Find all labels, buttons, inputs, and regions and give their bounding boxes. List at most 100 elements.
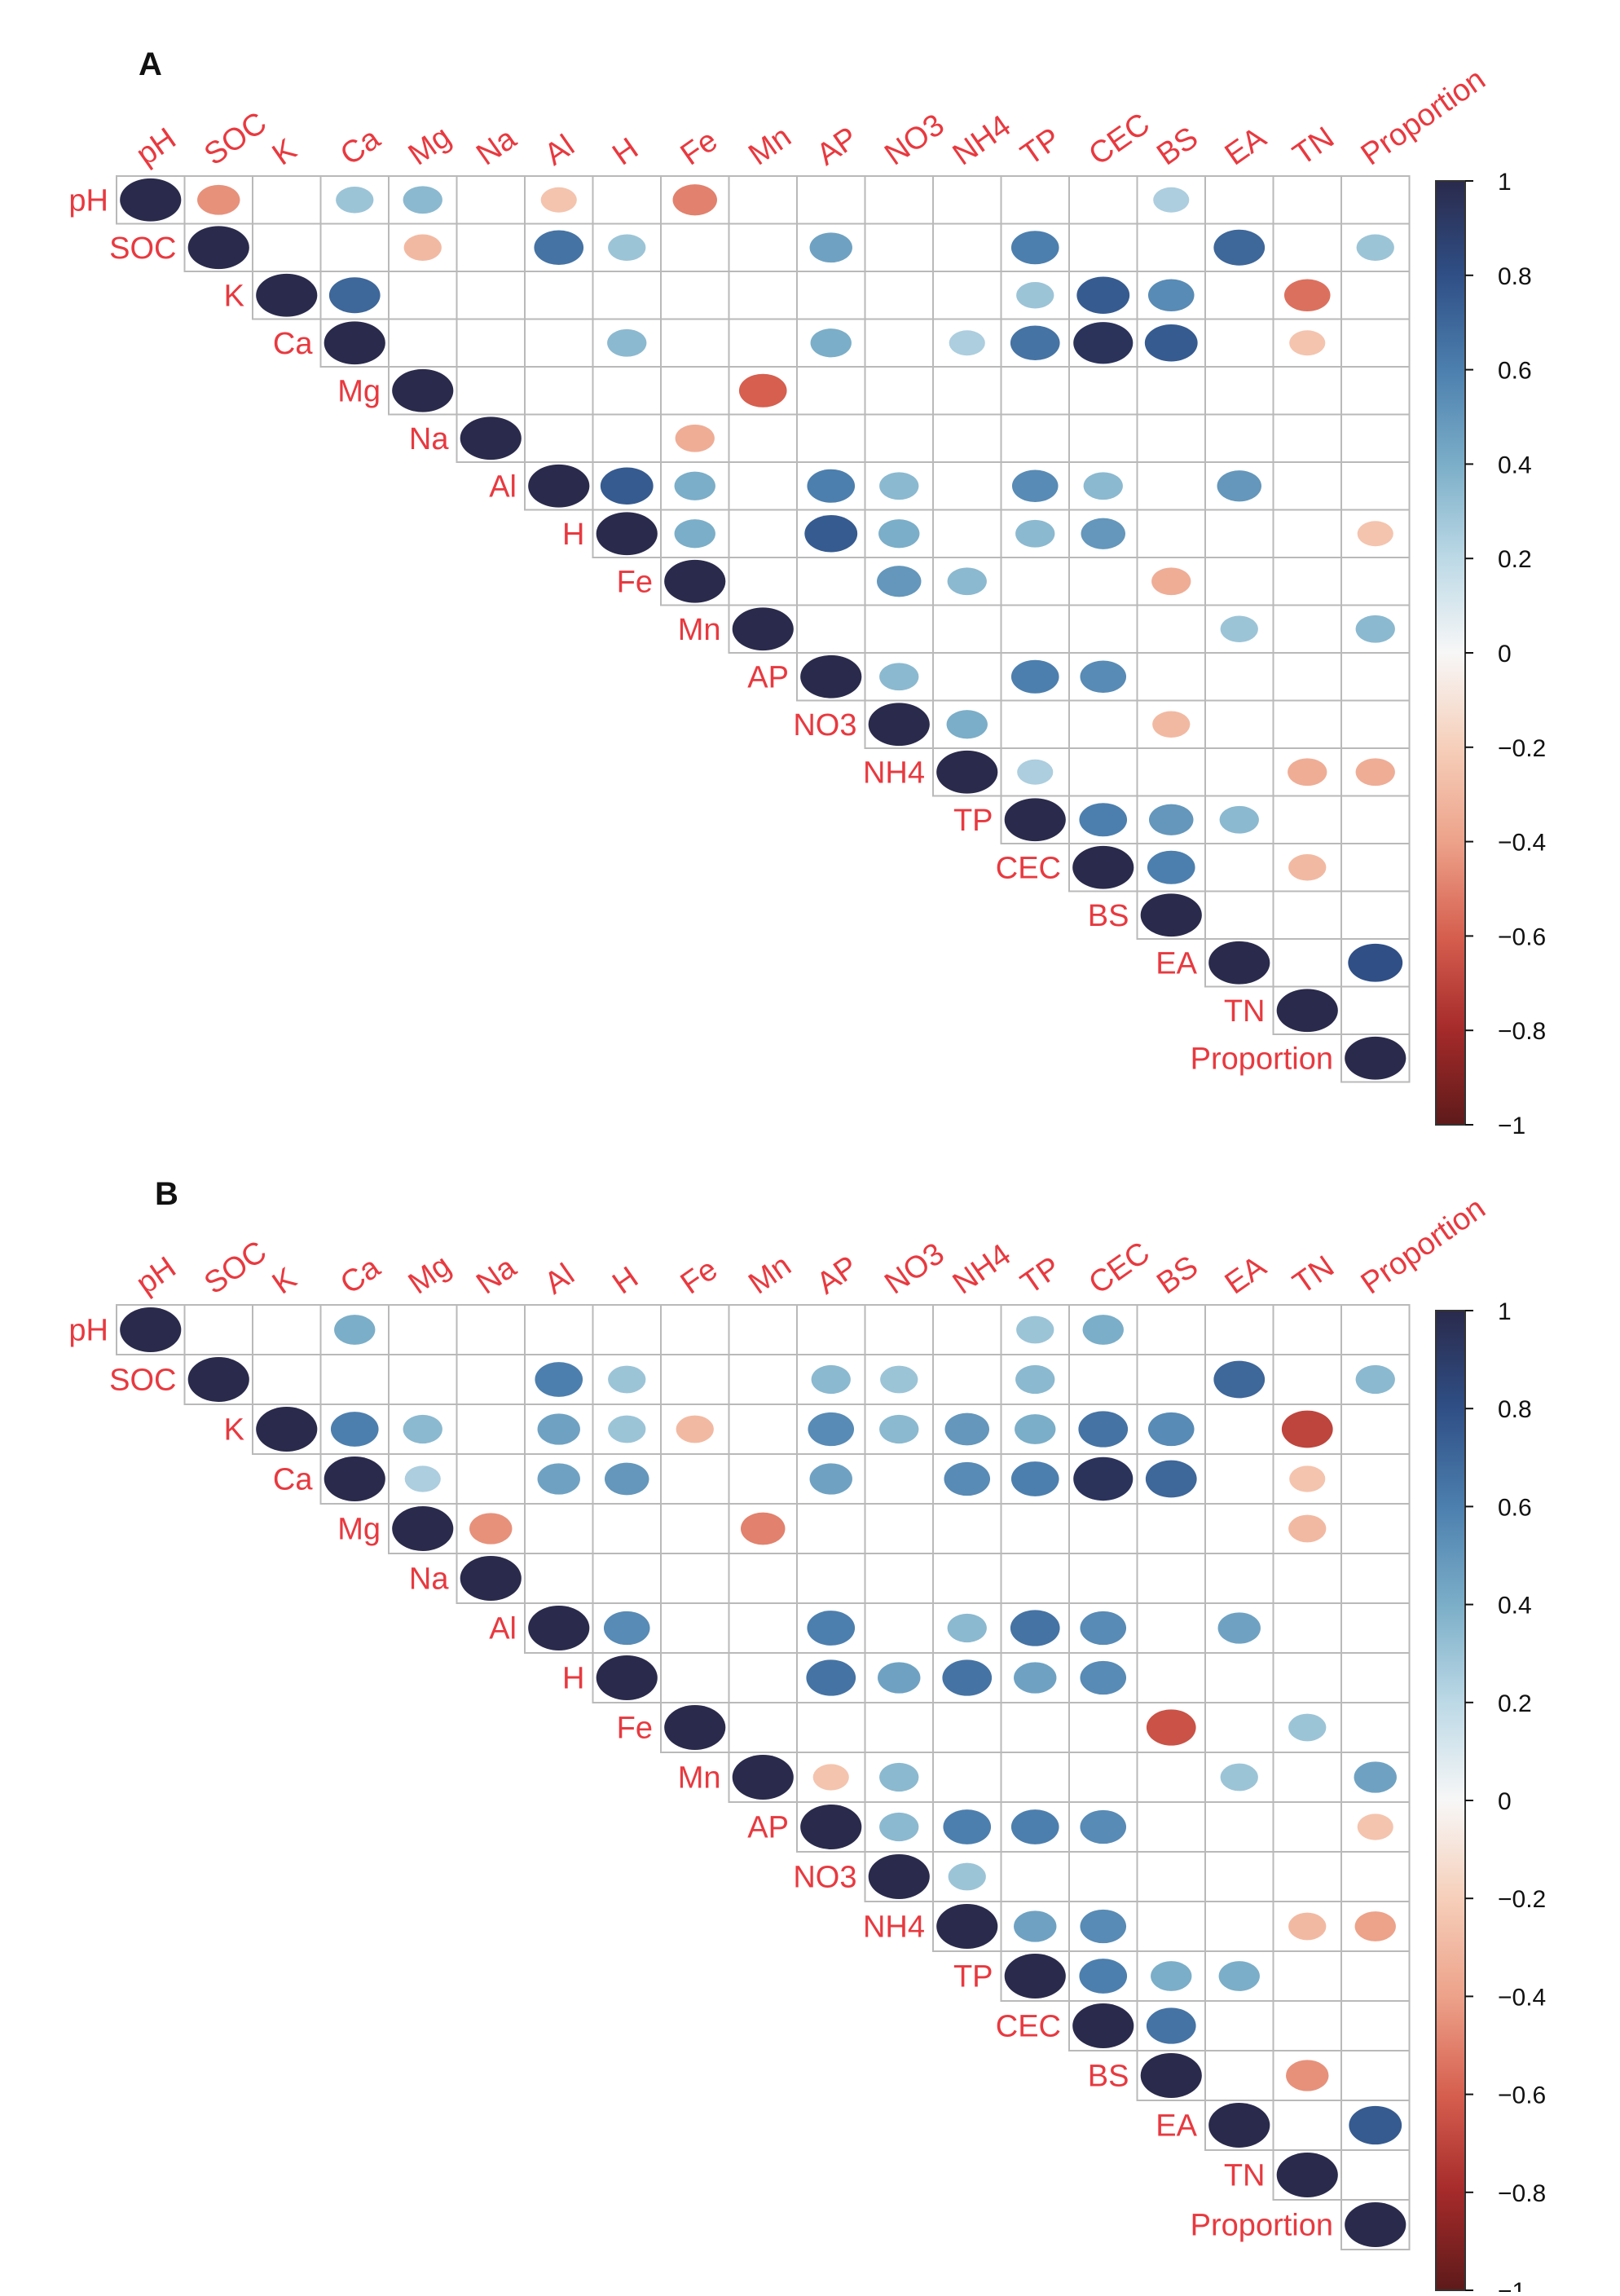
row-label: H (562, 518, 584, 552)
grid-cell (1204, 1851, 1274, 1902)
column-label: Al (539, 129, 581, 173)
correlation-circle (1147, 850, 1195, 884)
correlation-circle (942, 1659, 993, 1696)
grid-cell (1136, 1602, 1206, 1654)
correlation-circle (1083, 472, 1123, 500)
grid-cell (864, 271, 934, 320)
colorbar-tick-label: 0.4 (1498, 1593, 1532, 1620)
correlation-circle (1010, 1610, 1060, 1646)
grid-cell (1136, 747, 1206, 797)
correlation-circle (675, 424, 715, 452)
diagonal-circle (1140, 893, 1202, 937)
correlation-circle (1015, 1364, 1055, 1395)
correlation-circle (1151, 1961, 1192, 1991)
grid-cell (1340, 413, 1411, 463)
grid-cell (660, 366, 730, 416)
diagonal-circle (800, 654, 862, 698)
grid-cell (796, 1304, 866, 1355)
grid-cell (456, 175, 526, 225)
colorbar-tick-label: 0.2 (1498, 546, 1532, 573)
grid-cell (1136, 1801, 1206, 1853)
column-label: Fe (675, 1253, 724, 1302)
grid-cell (1068, 175, 1138, 225)
grid-cell (319, 1354, 390, 1405)
correlation-circle (1080, 660, 1127, 694)
diagonal-circle (664, 559, 726, 603)
grid-cell (796, 604, 866, 654)
colorbar-tick-label: 0.8 (1498, 263, 1532, 290)
grid-cell (524, 1503, 594, 1554)
row-label: pH (68, 183, 108, 218)
grid-cell (1340, 1453, 1411, 1505)
grid-cell (592, 1503, 662, 1554)
correlation-circle (1153, 187, 1190, 213)
grid-cell (1136, 1304, 1206, 1355)
grid-cell (1340, 1950, 1411, 2002)
grid-cell (524, 1553, 594, 1604)
grid-cell (319, 223, 390, 272)
row-label: CEC (996, 2010, 1061, 2044)
colorbar-tick-label: 0.4 (1498, 452, 1532, 478)
grid-cell (456, 1453, 526, 1505)
grid-cell (864, 1453, 934, 1505)
column-label: Al (539, 1258, 581, 1302)
correlation-circle (944, 1412, 989, 1446)
grid-cell (1136, 1851, 1206, 1902)
grid-cell (1340, 890, 1411, 940)
grid-cell (252, 1304, 322, 1355)
grid-cell (1272, 2100, 1342, 2151)
colorbar-tick-label: 0.8 (1498, 1396, 1532, 1423)
correlation-circle (1014, 1662, 1057, 1694)
grid-cell (864, 1602, 934, 1654)
row-label: Fe (617, 1712, 653, 1746)
diagonal-circle (1345, 1036, 1406, 1080)
column-label: Na (470, 1250, 523, 1302)
row-label: BS (1088, 2060, 1129, 2094)
row-label: SOC (109, 1364, 176, 1398)
diagonal-circle (324, 1456, 385, 1501)
grid-cell (1136, 1503, 1206, 1554)
correlation-circle (1354, 1761, 1397, 1793)
grid-cell (252, 223, 322, 272)
correlation-circle (804, 515, 858, 553)
grid-cell (1068, 747, 1138, 797)
correlation-circle (944, 1461, 991, 1496)
diagonal-circle (120, 1307, 182, 1352)
correlation-circle (808, 1412, 855, 1447)
correlation-circle (738, 373, 787, 408)
grid-cell (796, 1503, 866, 1554)
correlation-circle (1283, 279, 1331, 312)
correlation-circle (1356, 234, 1394, 261)
diagonal-circle (1072, 2003, 1134, 2048)
correlation-circle (608, 234, 646, 261)
correlation-circle (197, 184, 240, 215)
diagonal-circle (256, 1407, 318, 1452)
grid-cell (1204, 271, 1274, 320)
colorbar (1435, 1310, 1466, 2291)
grid-cell (1340, 1503, 1411, 1554)
row-label: H (562, 1662, 584, 1696)
grid-cell (1000, 1553, 1070, 1604)
grid-cell (728, 1702, 798, 1753)
row-label: NO3 (793, 708, 856, 743)
correlation-circle (1080, 1809, 1127, 1844)
grid-cell (932, 223, 1002, 272)
row-label: TP (953, 1960, 993, 1994)
grid-cell (660, 1453, 730, 1505)
correlation-circle (1073, 322, 1134, 364)
row-label: Al (489, 469, 517, 504)
grid-cell (1204, 2050, 1274, 2101)
grid-cell (1136, 1752, 1206, 1803)
grid-cell (524, 413, 594, 463)
grid-cell (932, 509, 1002, 558)
correlation-circle (812, 1764, 849, 1791)
grid-cell (660, 1354, 730, 1405)
correlation-circle (1149, 804, 1194, 835)
correlation-circle (1017, 759, 1054, 785)
diagonal-circle (868, 703, 930, 747)
grid-cell (1068, 413, 1138, 463)
column-label: NH4 (947, 108, 1017, 172)
row-label: BS (1088, 899, 1129, 933)
grid-cell (1068, 1354, 1138, 1405)
